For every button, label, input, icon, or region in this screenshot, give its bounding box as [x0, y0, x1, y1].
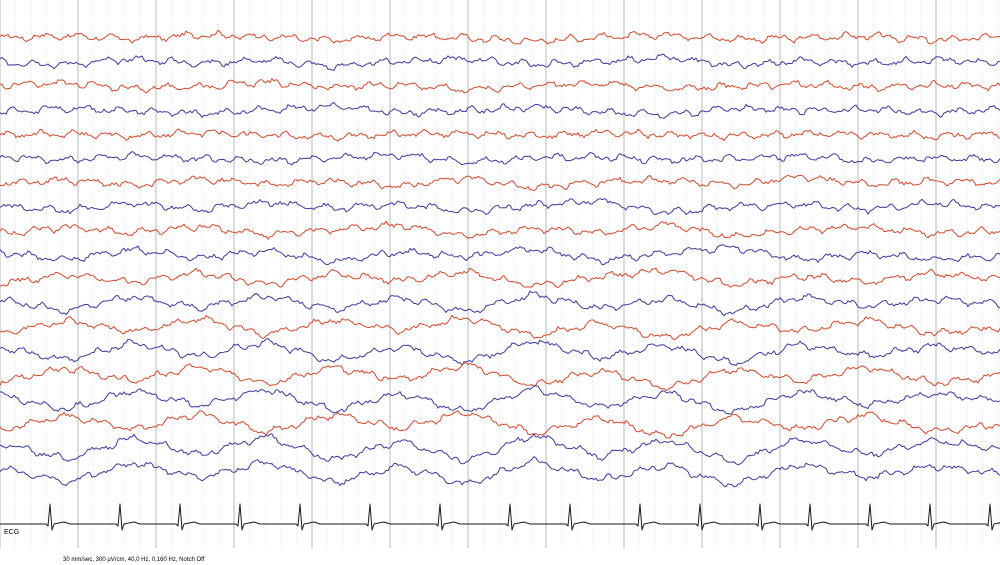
- eeg-channel-trace-14: [0, 338, 1000, 366]
- eeg-channel-trace-11: [0, 267, 1000, 288]
- eeg-channel-trace-10: [0, 244, 1000, 266]
- eeg-channel-trace-12: [0, 290, 1000, 317]
- eeg-channel-trace-8: [0, 198, 1000, 216]
- eeg-channel-trace-1: [0, 29, 1000, 45]
- recording-settings-text: 30 mm/sec, 300 µV/cm, 40,0 Hz, 0,160 Hz,…: [63, 557, 205, 563]
- eeg-channel-trace-15: [0, 360, 1000, 391]
- eeg-channel-trace-7: [0, 174, 1000, 192]
- eeg-channel-trace-19: [0, 456, 1000, 488]
- eeg-channel-trace-16: [0, 385, 1000, 415]
- eeg-channel-trace-13: [0, 314, 1000, 341]
- eeg-channel-trace-5: [0, 128, 1000, 142]
- time-grid: [0, 0, 999, 548]
- eeg-channel-traces: [0, 29, 1000, 488]
- ecg-channel-label: ECG: [4, 529, 20, 536]
- eeg-channel-trace-17: [0, 410, 1000, 439]
- eeg-channel-trace-9: [0, 220, 1000, 240]
- eeg-channel-trace-4: [0, 102, 1000, 119]
- ecg-trace: [0, 503, 1000, 531]
- eeg-channel-trace-18: [0, 433, 1000, 466]
- ecg-trace-group: [0, 503, 1000, 531]
- eeg-channel-trace-6: [0, 151, 1000, 166]
- eeg-channel-trace-2: [0, 53, 1000, 71]
- eeg-channel-trace-3: [0, 78, 1000, 94]
